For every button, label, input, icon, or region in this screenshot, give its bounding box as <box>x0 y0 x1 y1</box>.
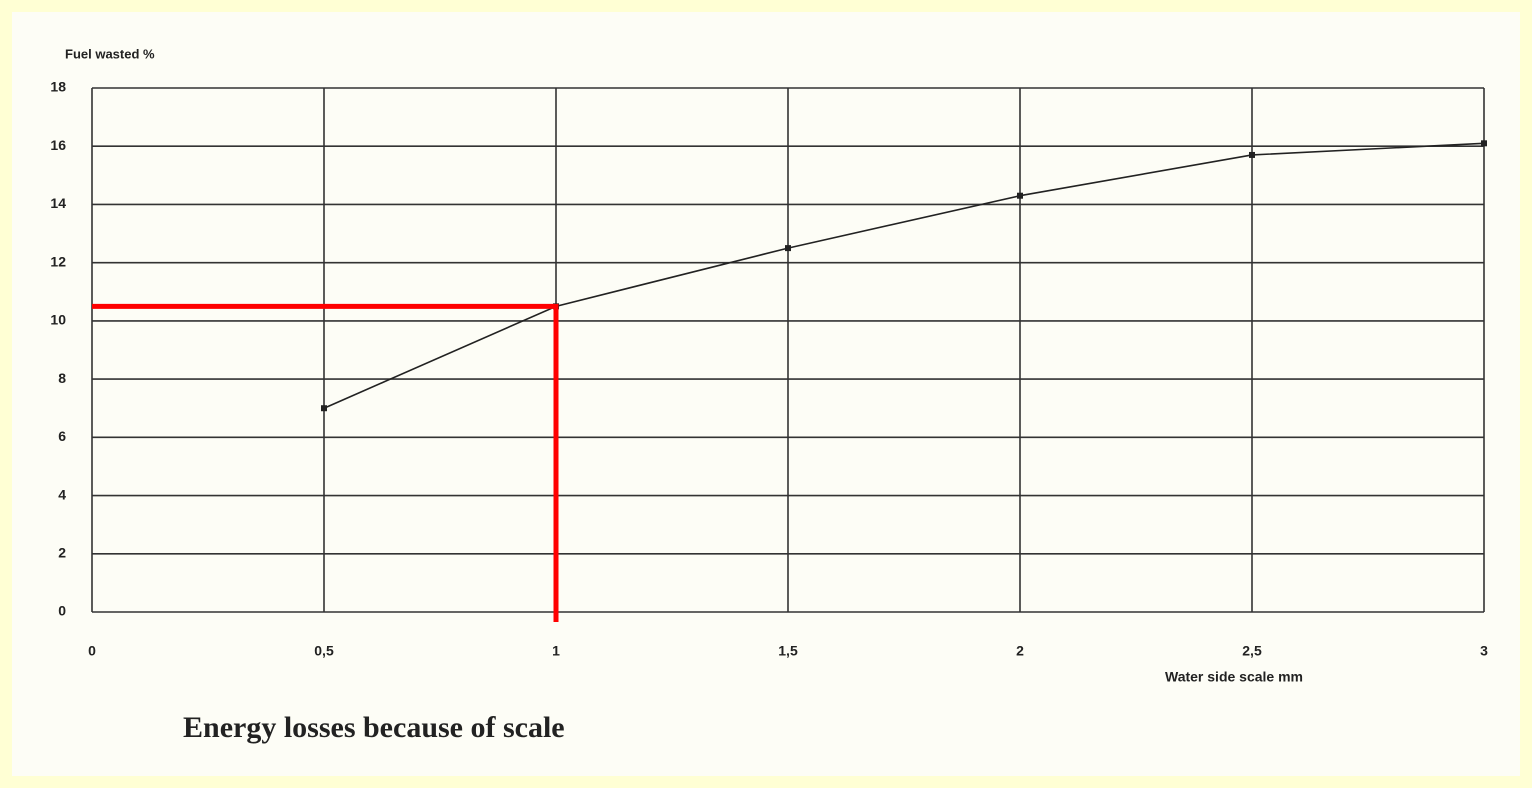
paper <box>12 12 1520 776</box>
data-point <box>1249 151 1255 158</box>
y-tick-label: 6 <box>58 428 66 444</box>
y-tick-label: 16 <box>50 137 66 153</box>
y-axis-label: Fuel wasted % <box>65 46 155 61</box>
x-tick-label: 3 <box>1480 643 1488 659</box>
y-tick-label: 0 <box>58 603 66 619</box>
x-axis-label: Water side scale mm <box>1165 669 1303 685</box>
chart-title: Energy losses because of scale <box>183 711 565 744</box>
y-tick-label: 18 <box>50 79 66 95</box>
data-line <box>323 142 1485 409</box>
highlight-lines <box>92 303 559 622</box>
x-tick-label: 0 <box>88 643 96 659</box>
data-point <box>1017 192 1023 199</box>
x-tick-label: 1 <box>552 643 560 659</box>
data-point <box>1481 140 1487 147</box>
y-tick-label: 12 <box>50 253 66 269</box>
x-tick-label: 0,5 <box>314 643 334 659</box>
y-tick-label: 14 <box>50 195 66 211</box>
data-point <box>321 405 327 412</box>
y-tick-label: 8 <box>58 370 66 386</box>
x-tick-label: 2,5 <box>1242 643 1262 659</box>
y-tick-label: 10 <box>50 312 66 328</box>
y-tick-label: 2 <box>58 544 66 560</box>
x-tick-label: 2 <box>1016 643 1024 659</box>
y-tick-label: 4 <box>58 486 66 502</box>
data-point <box>785 245 791 252</box>
x-tick-label: 1,5 <box>778 643 798 659</box>
